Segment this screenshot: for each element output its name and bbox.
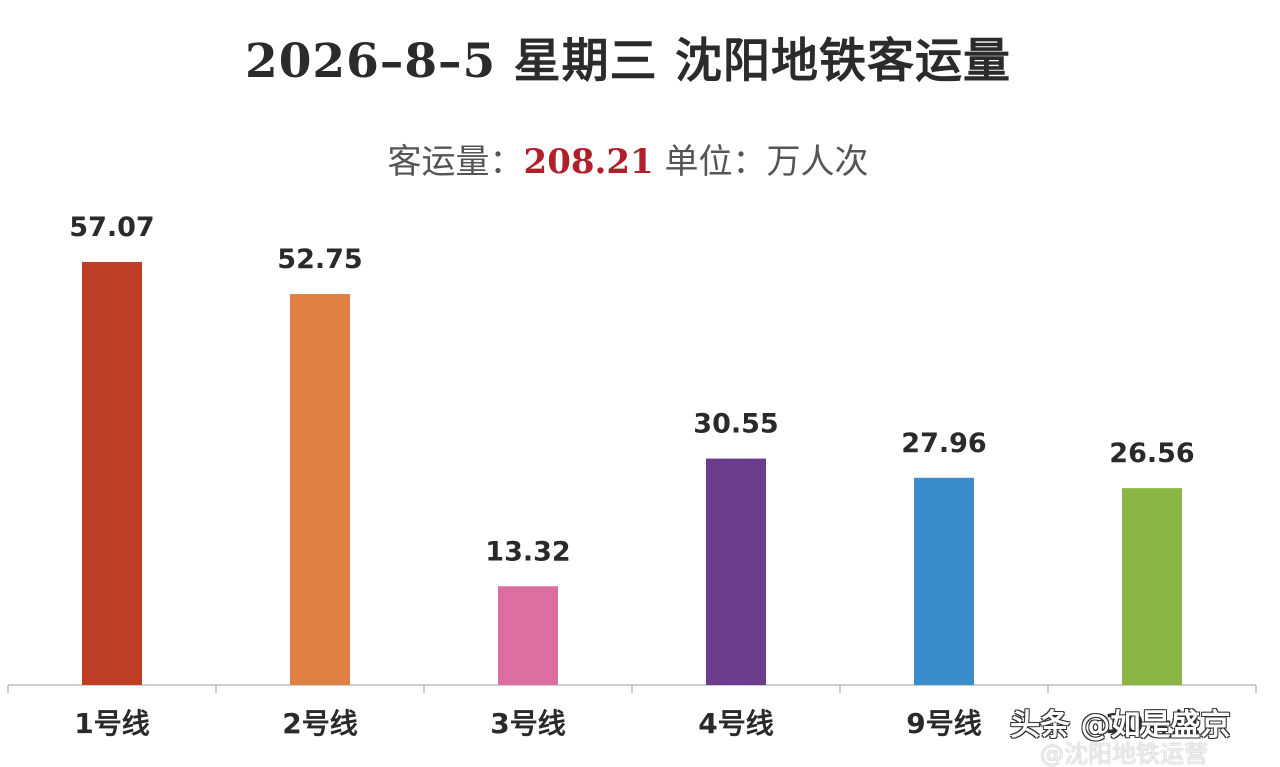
total-ridership-value: 208.21 — [523, 142, 654, 182]
x-tick-label: 4号线 — [698, 707, 773, 740]
bar-value-label: 27.96 — [901, 428, 986, 459]
bar-value-label: 13.32 — [485, 536, 570, 567]
watermark-toutiao: 头条 @如是盛京 — [1010, 708, 1231, 743]
bar-2 — [290, 294, 350, 685]
bar-value-label: 52.75 — [277, 244, 362, 275]
subtitle-unit: 单位：万人次 — [653, 142, 869, 182]
chart-title: 2026–8–5 星期三 沈阳地铁客运量 — [245, 34, 1011, 89]
x-tick-label: 10号线 — [1105, 707, 1200, 740]
bar-value-label: 30.55 — [693, 409, 778, 440]
bar-value-label: 57.07 — [69, 212, 154, 243]
bar-4 — [706, 458, 766, 685]
bar-6 — [1122, 488, 1182, 685]
bar-5 — [914, 477, 974, 685]
watermark-weibo: @沈阳地铁运营 — [1040, 740, 1208, 767]
chart-subtitle: 客运量：208.21 单位：万人次 — [0, 134, 1256, 183]
x-tick-label: 3号线 — [490, 707, 565, 740]
bar-1 — [82, 262, 142, 685]
bar-3 — [498, 586, 558, 685]
x-tick-label: 1号线 — [74, 707, 149, 740]
bar-value-label: 26.56 — [1109, 438, 1194, 469]
x-tick-label: 9号线 — [906, 707, 981, 740]
subtitle-prefix: 客运量： — [387, 142, 524, 182]
x-tick-label: 2号线 — [282, 707, 357, 740]
